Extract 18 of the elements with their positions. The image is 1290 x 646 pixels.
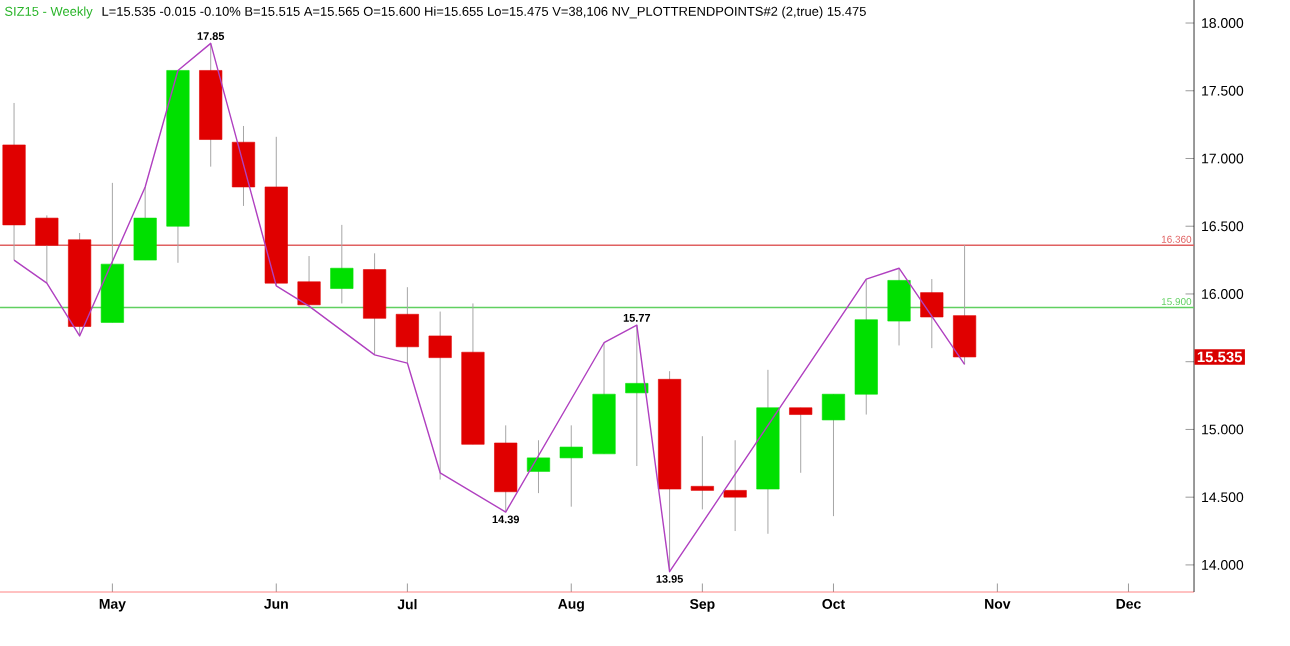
candlestick — [920, 278, 944, 349]
candlestick — [330, 224, 354, 304]
candlestick — [723, 439, 747, 532]
candlestick — [35, 214, 59, 284]
candlestick — [395, 286, 419, 364]
line-series — [13, 42, 966, 573]
candlestick — [789, 407, 813, 474]
candlestick — [133, 186, 157, 261]
candlestick — [526, 439, 551, 494]
candlestick — [953, 244, 977, 365]
candlestick — [559, 424, 583, 508]
candlestick — [428, 311, 452, 481]
candlestick — [690, 435, 714, 510]
candlestick — [821, 393, 846, 517]
candlestick — [297, 255, 321, 307]
candlestick — [887, 267, 911, 346]
candlestick — [231, 125, 256, 207]
candlestick — [625, 324, 649, 467]
